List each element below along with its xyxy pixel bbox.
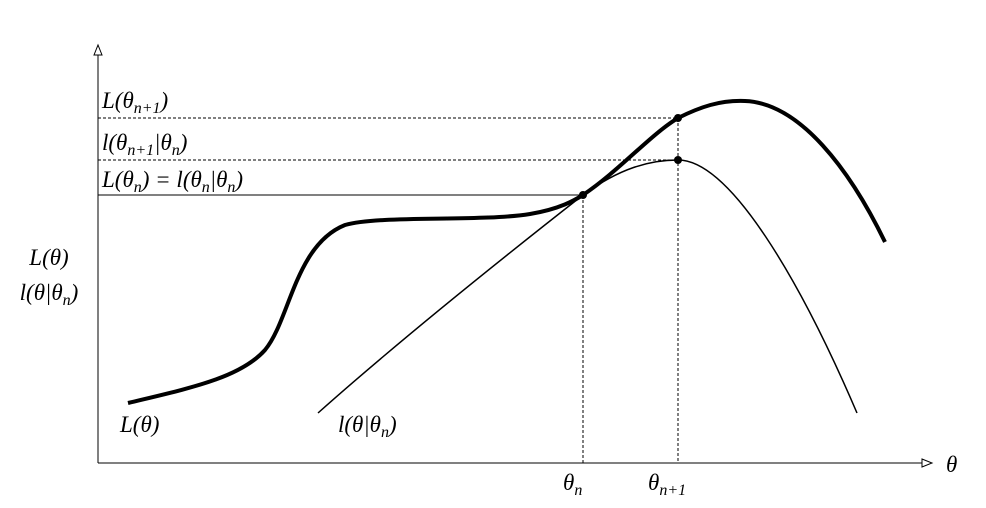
label-part: θ xyxy=(563,470,574,495)
label-part: ) xyxy=(59,245,69,270)
label-part: |θ xyxy=(210,167,228,192)
label-part: n xyxy=(381,424,389,441)
label-part: n+1 xyxy=(659,482,686,499)
level-label: L(θn+1) xyxy=(101,88,168,117)
label-part: ) xyxy=(69,280,79,305)
label-part: L(θ xyxy=(119,412,152,437)
y-label: l(θ|θn) xyxy=(20,280,79,309)
label-part: ) xyxy=(233,167,243,192)
label-part: θ xyxy=(648,470,659,495)
label-part: n xyxy=(134,179,142,196)
y-label: L(θ) xyxy=(28,245,68,270)
label-part: ) xyxy=(178,130,188,155)
label-part: ) = l(θ xyxy=(140,167,202,192)
point xyxy=(579,191,587,199)
label-part: L(θ xyxy=(101,167,134,192)
label-part: l(θ|θ xyxy=(338,412,381,437)
label-part: n+1 xyxy=(134,100,161,117)
label-part: n+1 xyxy=(127,142,154,159)
likelihood-curve xyxy=(127,98,887,405)
label-part: ) xyxy=(150,412,160,437)
label-part: n xyxy=(172,142,180,159)
label-part: ) xyxy=(387,412,397,437)
x-tick-label: θn xyxy=(563,470,582,499)
label-part: n xyxy=(574,482,582,499)
curve-label: l(θ|θn) xyxy=(338,412,397,441)
label-part: |θ xyxy=(154,130,172,155)
x-label: θ xyxy=(946,452,957,477)
curve-label: L(θ) xyxy=(119,412,159,437)
lower-bound-curve xyxy=(317,159,858,414)
label-part: n xyxy=(227,179,235,196)
label-part: n xyxy=(202,179,210,196)
label-part: L(θ xyxy=(101,88,134,113)
label-part: ) xyxy=(159,88,169,113)
label-part: l(θ xyxy=(102,130,127,155)
level-label: l(θn+1|θn) xyxy=(102,130,187,159)
x-tick-label: θn+1 xyxy=(648,470,686,499)
label-part: L(θ xyxy=(28,245,61,270)
label-part: n xyxy=(63,292,71,309)
label-part: l(θ|θ xyxy=(20,280,63,305)
level-label: L(θn) = l(θn|θn) xyxy=(101,167,243,196)
point xyxy=(674,114,682,122)
point xyxy=(674,156,682,164)
